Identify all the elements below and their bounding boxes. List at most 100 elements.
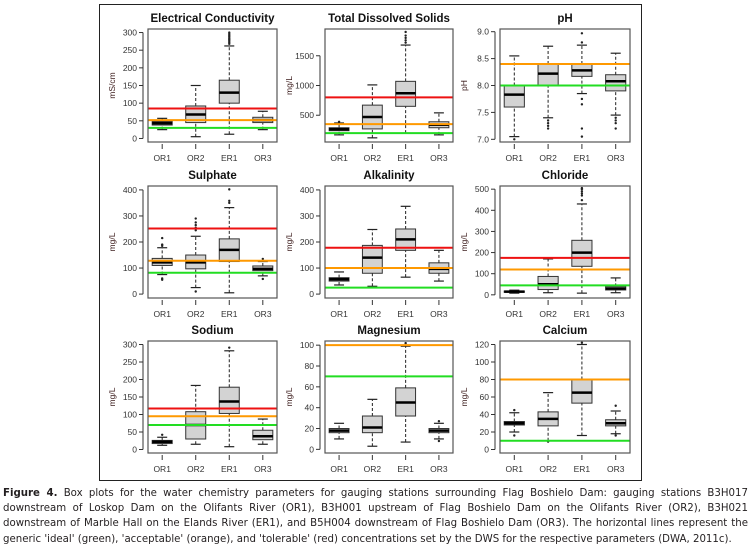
panel-title: Chloride (542, 170, 589, 182)
outlier-point (194, 290, 197, 293)
outlier-point (513, 138, 516, 141)
x-tick-label: OR1 (330, 464, 348, 474)
box-or2 (361, 84, 383, 139)
y-tick-label: 300 (123, 28, 137, 38)
panel-alkalinity: Alkalinity mg/L 0 100 200 300 400 OR1 OR2 ER1 OR3 (284, 170, 454, 319)
y-tick-label: 0 (309, 444, 314, 454)
x-tick-label: ER1 (221, 153, 238, 163)
panel-title: Total Dissolved Solids (328, 13, 450, 25)
y-tick-label: 40 (480, 410, 490, 420)
panel-title: Sulphate (188, 170, 237, 182)
y-tick-label: 300 (475, 226, 489, 236)
box-er1 (218, 188, 240, 294)
y-tick-label: 60 (305, 382, 315, 392)
y-tick-label: 120 (475, 340, 489, 350)
y-tick-label: 400 (300, 185, 314, 195)
box-er1 (218, 31, 240, 135)
panel-title: Magnesium (357, 325, 420, 337)
y-tick-label: 20 (305, 424, 315, 434)
x-tick-label: OR3 (607, 309, 625, 319)
outlier-point (160, 278, 164, 281)
x-tick-label: ER1 (221, 309, 238, 319)
outlier-point (228, 201, 231, 205)
y-tick-label: 1500 (295, 51, 314, 61)
outlier-point (580, 32, 584, 35)
plot-border (147, 28, 278, 143)
y-tick-label: 0 (132, 133, 137, 143)
iqr-box (605, 74, 627, 92)
outlier-point (546, 121, 550, 125)
y-axis-label: mg/L (459, 232, 469, 251)
outlier-point (614, 434, 617, 437)
outlier-point (513, 434, 516, 437)
x-tick-label: OR2 (539, 153, 557, 163)
outlier-point (580, 127, 584, 130)
panel-title: Electrical Conductivity (151, 13, 276, 25)
y-tick-label: 100 (300, 263, 314, 273)
plot-border (499, 28, 631, 143)
panel-sulphate: Sulphate mg/L 0 100 200 300 400 OR1 OR2 ER1 OR3 (107, 170, 278, 319)
box-er1 (571, 186, 593, 294)
panel-title: pH (557, 13, 572, 25)
figure-caption-text: Box plots for the water chemistry parame… (3, 488, 749, 545)
y-tick-label: 0 (132, 289, 137, 299)
y-axis-label: pH (459, 80, 469, 91)
y-tick-label: 20 (480, 427, 490, 437)
box-or1 (328, 271, 350, 286)
box-or3 (605, 404, 627, 437)
outlier-point (261, 277, 265, 281)
x-tick-label: OR1 (153, 153, 171, 163)
box-or1 (503, 289, 525, 294)
y-tick-label: 300 (123, 340, 137, 350)
box-or1 (503, 55, 525, 141)
outlier-point (194, 221, 197, 224)
panel-calcium: Calcium mg/L 0 20 40 60 80 100 120 OR1 OR2 ER1 OR3 (459, 325, 631, 474)
y-tick-label: 100 (123, 98, 137, 108)
outlier-point (194, 223, 197, 227)
y-tick-label: 200 (300, 237, 314, 247)
x-tick-label: OR3 (607, 464, 625, 474)
y-tick-label: 7.5 (477, 107, 489, 117)
x-tick-label: ER1 (397, 153, 414, 163)
y-tick-label: 200 (123, 63, 137, 73)
outlier-point (160, 433, 164, 436)
panel-electrical-conductivity: Electrical Conductivity mS/cm 0 50 100 150 200… (107, 13, 278, 163)
x-tick-label: OR3 (254, 464, 272, 474)
x-tick-label: OR2 (364, 464, 382, 474)
box-or2 (361, 228, 383, 287)
x-tick-label: OR3 (607, 153, 625, 163)
iqr-box (361, 244, 383, 274)
outlier-point (580, 341, 584, 344)
outlier-point (614, 121, 617, 125)
box-or3 (428, 249, 450, 282)
box-or2 (537, 258, 559, 294)
outlier-point (404, 34, 407, 37)
x-tick-label: OR1 (330, 153, 348, 163)
box-or1 (151, 433, 173, 446)
y-axis-label: mg/L (284, 387, 294, 406)
plot-border (147, 185, 278, 299)
y-tick-label: 100 (475, 357, 489, 367)
panel-total-dissolved-solids: Total Dissolved Solids mg/L 500 1000 1500 OR1… (284, 13, 454, 163)
x-tick-label: OR3 (254, 153, 272, 163)
outlier-point (580, 194, 584, 197)
y-tick-label: 200 (123, 237, 137, 247)
outlier-point (614, 127, 617, 130)
x-tick-label: OR1 (506, 309, 524, 319)
x-tick-label: OR2 (539, 464, 557, 474)
x-tick-label: OR3 (430, 153, 448, 163)
outlier-point (228, 188, 231, 191)
outlier-point (580, 41, 584, 44)
y-tick-label: 100 (475, 269, 489, 279)
x-tick-label: OR1 (153, 309, 171, 319)
y-tick-label: 60 (480, 392, 490, 402)
x-tick-label: OR2 (187, 464, 205, 474)
outlier-point (404, 36, 407, 40)
x-tick-label: OR2 (187, 153, 205, 163)
y-tick-label: 50 (128, 427, 138, 437)
outlier-point (437, 439, 441, 443)
y-tick-label: 200 (123, 375, 137, 385)
panel-magnesium: Magnesium mg/L 0 20 40 60 80 100 OR1 OR2 ER1 OR3 (284, 325, 454, 474)
outlier-point (194, 229, 197, 232)
